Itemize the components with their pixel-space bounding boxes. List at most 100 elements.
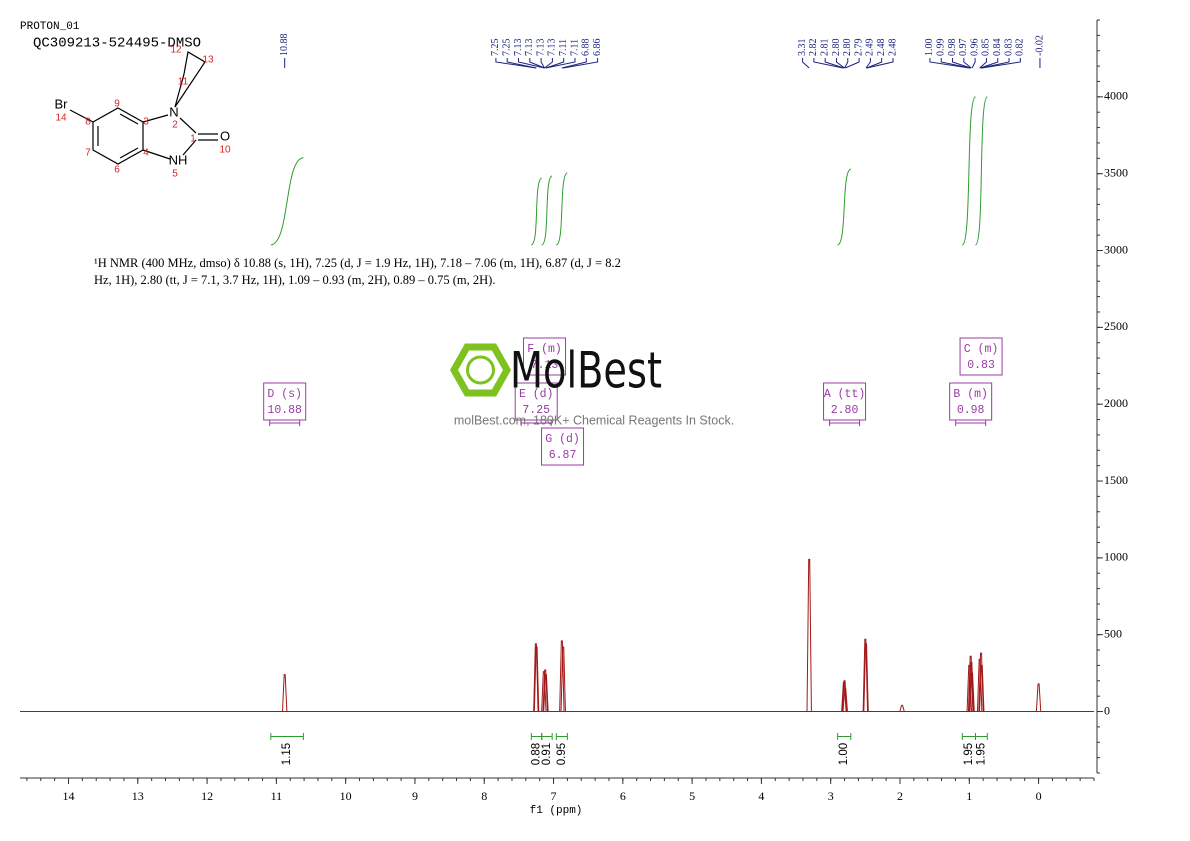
y-tick-label: 0 — [1104, 703, 1110, 717]
peak — [842, 687, 848, 712]
peak-connector — [865, 58, 871, 69]
multiplet-range — [829, 420, 861, 426]
peak-label: 2.81 — [819, 39, 830, 57]
peak-label: 0.96 — [969, 39, 980, 57]
x-tick-label: 8 — [481, 789, 487, 803]
multiplet-name: E (d) — [519, 388, 554, 401]
peak-label: 2.80 — [831, 39, 842, 57]
x-tick-label: 1 — [966, 789, 972, 803]
peak-label: 0.99 — [936, 39, 947, 57]
peak-connector — [979, 58, 987, 69]
x-tick-label: 11 — [271, 789, 283, 803]
y-tick-label: 500 — [1104, 626, 1122, 640]
integral-bracket — [555, 733, 568, 740]
integral-curve — [555, 172, 568, 246]
multiplet-name: B (m) — [953, 388, 988, 401]
peak-label: -0.02 — [1034, 35, 1045, 56]
integral-curve — [541, 175, 553, 246]
multiplet-shift: 0.98 — [957, 404, 985, 417]
multiplet-shift: 0.83 — [967, 359, 995, 372]
integral-curve — [270, 157, 304, 246]
cyclopropyl — [174, 51, 206, 108]
multiplet-shift: 2.80 — [831, 404, 859, 417]
br-bond — [69, 109, 94, 123]
peak-label: 7.25 — [490, 39, 501, 57]
y-tick-label: 2000 — [1104, 396, 1128, 410]
peak — [541, 671, 547, 712]
peak-connector — [980, 58, 1010, 69]
x-tick-label: 4 — [758, 789, 764, 803]
atom-number: 4 — [143, 148, 149, 159]
x-tick-label: 13 — [132, 789, 144, 803]
peak-label: 2.49 — [865, 39, 876, 57]
peak-connector — [561, 58, 587, 69]
peak — [806, 558, 812, 712]
multiplet-box — [823, 382, 867, 421]
peak — [533, 643, 539, 712]
y-tick-label: 3000 — [1104, 242, 1128, 256]
integral-label: 1.95 — [963, 743, 975, 765]
benzene-ring — [92, 107, 144, 165]
peak-connector — [540, 58, 545, 69]
atom-label: NH — [169, 152, 188, 167]
peak-connector — [835, 58, 845, 69]
peak — [560, 646, 566, 712]
peak-label: 0.84 — [992, 39, 1003, 57]
atom-number: 9 — [114, 99, 120, 110]
peak-connector — [952, 58, 971, 69]
peak-connector — [517, 58, 545, 69]
multiplet-name: D (s) — [267, 388, 302, 401]
imidazolone-ring — [142, 114, 197, 160]
peak-label: 7.13 — [513, 39, 524, 57]
peak-label: 7.13 — [547, 39, 558, 57]
molecule: Br 14 8 9 3 N 2 1 O 10 NH 5 4 6 7 11 12 … — [55, 45, 231, 180]
peak-connector — [971, 58, 976, 69]
y-tick-label: 2500 — [1104, 319, 1128, 333]
integral-bracket — [961, 733, 977, 740]
multiplet-box — [523, 337, 567, 376]
peak — [281, 674, 288, 712]
peak-label: 0.85 — [981, 39, 992, 57]
x-tick-label: 3 — [828, 789, 834, 803]
peak-label: 7.13 — [524, 39, 535, 57]
x-tick-label: 5 — [689, 789, 695, 803]
peak-connector — [844, 58, 849, 69]
multiplet-name: G (d) — [545, 433, 580, 446]
atom-label: N — [169, 104, 178, 119]
peak-connector — [940, 58, 971, 69]
integral-label: 1.95 — [975, 743, 987, 765]
multiplet-box — [263, 382, 307, 421]
atom-number: 12 — [170, 45, 182, 56]
integral-curve — [837, 168, 852, 246]
integral-curve — [975, 96, 988, 246]
atom-number: 13 — [202, 55, 214, 66]
x-axis-label: f1 (ppm) — [530, 805, 583, 817]
peak-label: 2.48 — [876, 39, 887, 57]
y-tick-label: 1500 — [1104, 473, 1128, 487]
integral-curve — [530, 177, 543, 246]
x-tick-label: 0 — [1036, 789, 1042, 803]
peak-label: 0.83 — [1003, 39, 1014, 56]
peak — [976, 658, 983, 712]
atom-number: 7 — [85, 148, 91, 159]
atom-number: 8 — [85, 117, 91, 128]
peak-label: 6.88 — [581, 39, 592, 57]
spectrum-title: PROTON_01 — [20, 21, 80, 33]
nmr-description: ¹H NMR (400 MHz, dmso) δ 10.88 (s, 1H), … — [94, 256, 621, 287]
y-tick-label: 3500 — [1104, 165, 1128, 179]
peak-label: 7.11 — [558, 39, 569, 56]
peak-connector — [866, 58, 894, 69]
x-tick-label: 12 — [201, 789, 213, 803]
peak-connector — [563, 58, 599, 69]
peak — [559, 640, 565, 712]
peak-connector — [545, 58, 565, 69]
integral-label: 1.00 — [838, 743, 850, 765]
peak-label: 7.13 — [535, 39, 546, 57]
peak — [862, 638, 869, 712]
atom-label: Br — [55, 96, 69, 111]
atom-number: 5 — [172, 169, 178, 180]
peak-label: 2.79 — [853, 39, 864, 57]
peak-connector — [802, 58, 810, 69]
